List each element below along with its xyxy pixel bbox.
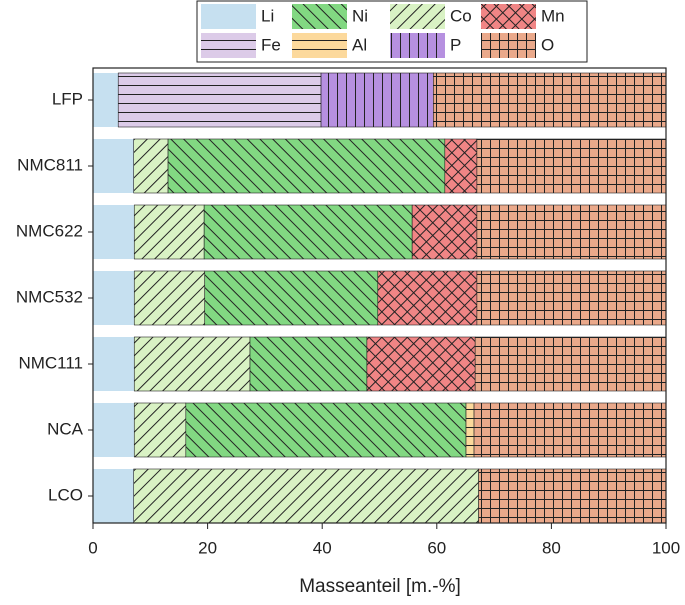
y-tick-label: LCO — [48, 485, 83, 504]
bar-segment — [133, 468, 479, 524]
x-tick-label: 80 — [542, 538, 561, 557]
bar-segment — [133, 270, 206, 326]
bar-segment — [203, 204, 413, 260]
bar-segment — [93, 403, 135, 457]
bar-segment — [444, 138, 478, 194]
bar-segment — [465, 402, 475, 458]
bar-segment — [433, 72, 667, 128]
bar-segment — [93, 205, 135, 259]
legend-label: Co — [450, 6, 472, 25]
y-tick-label: NMC111 — [18, 353, 83, 372]
legend-swatch — [390, 33, 445, 58]
plot-frame — [92, 67, 667, 524]
bar-segment — [93, 469, 134, 523]
legend-label: Fe — [261, 35, 281, 54]
legend-label: Mn — [541, 6, 565, 25]
x-tick-label: 40 — [313, 538, 332, 557]
bar-segment — [476, 204, 667, 260]
x-tick-label: 20 — [198, 538, 217, 557]
legend-label: P — [450, 35, 461, 54]
bar-segment — [93, 337, 135, 391]
bar-segment — [377, 270, 478, 326]
bar-segment — [474, 336, 667, 392]
bar-segment — [93, 139, 134, 193]
y-tick-label: NMC532 — [16, 287, 83, 306]
bar-segment — [133, 402, 187, 458]
y-tick-label: NMC622 — [16, 221, 83, 240]
x-tick-label: 0 — [88, 538, 97, 557]
x-tick-label: 60 — [427, 538, 446, 557]
bar-segment — [473, 402, 667, 458]
bar-segment — [411, 204, 478, 260]
bar-segment — [133, 138, 169, 194]
y-tick-label: NCA — [47, 419, 84, 438]
y-tick-label: NMC811 — [17, 155, 83, 174]
legend-swatch — [481, 4, 536, 29]
bar-segment — [476, 138, 667, 194]
legend-swatch — [201, 4, 256, 29]
legend-label: Li — [261, 6, 274, 25]
bar-segment — [366, 336, 476, 392]
x-tick-label: 100 — [652, 538, 680, 557]
bar-segment — [478, 468, 667, 524]
bar-segment — [204, 270, 379, 326]
bar-segment — [249, 336, 368, 392]
y-tick-label: LFP — [52, 89, 83, 108]
legend-swatch — [481, 33, 536, 58]
bar-segment — [93, 73, 119, 127]
legend-swatch — [292, 33, 347, 58]
bar-segment — [93, 271, 135, 325]
legend: Li Co Fe Ni Al Mn P O — [196, 0, 588, 63]
bar-segment — [133, 336, 251, 392]
bar-segment — [117, 72, 322, 128]
legend-label: O — [541, 35, 554, 54]
bar-segment — [167, 138, 446, 194]
x-axis-label: Masseanteil [m.-%] — [299, 576, 461, 597]
legend-label: Al — [352, 35, 367, 54]
bar-segment — [133, 204, 205, 260]
legend-label: Ni — [352, 6, 368, 25]
legend-swatch — [390, 4, 445, 29]
bar-segment — [476, 270, 667, 326]
legend-swatch — [201, 33, 256, 58]
legend-swatch — [292, 4, 347, 29]
bar-segment — [320, 72, 434, 128]
bar-segment — [185, 402, 467, 458]
